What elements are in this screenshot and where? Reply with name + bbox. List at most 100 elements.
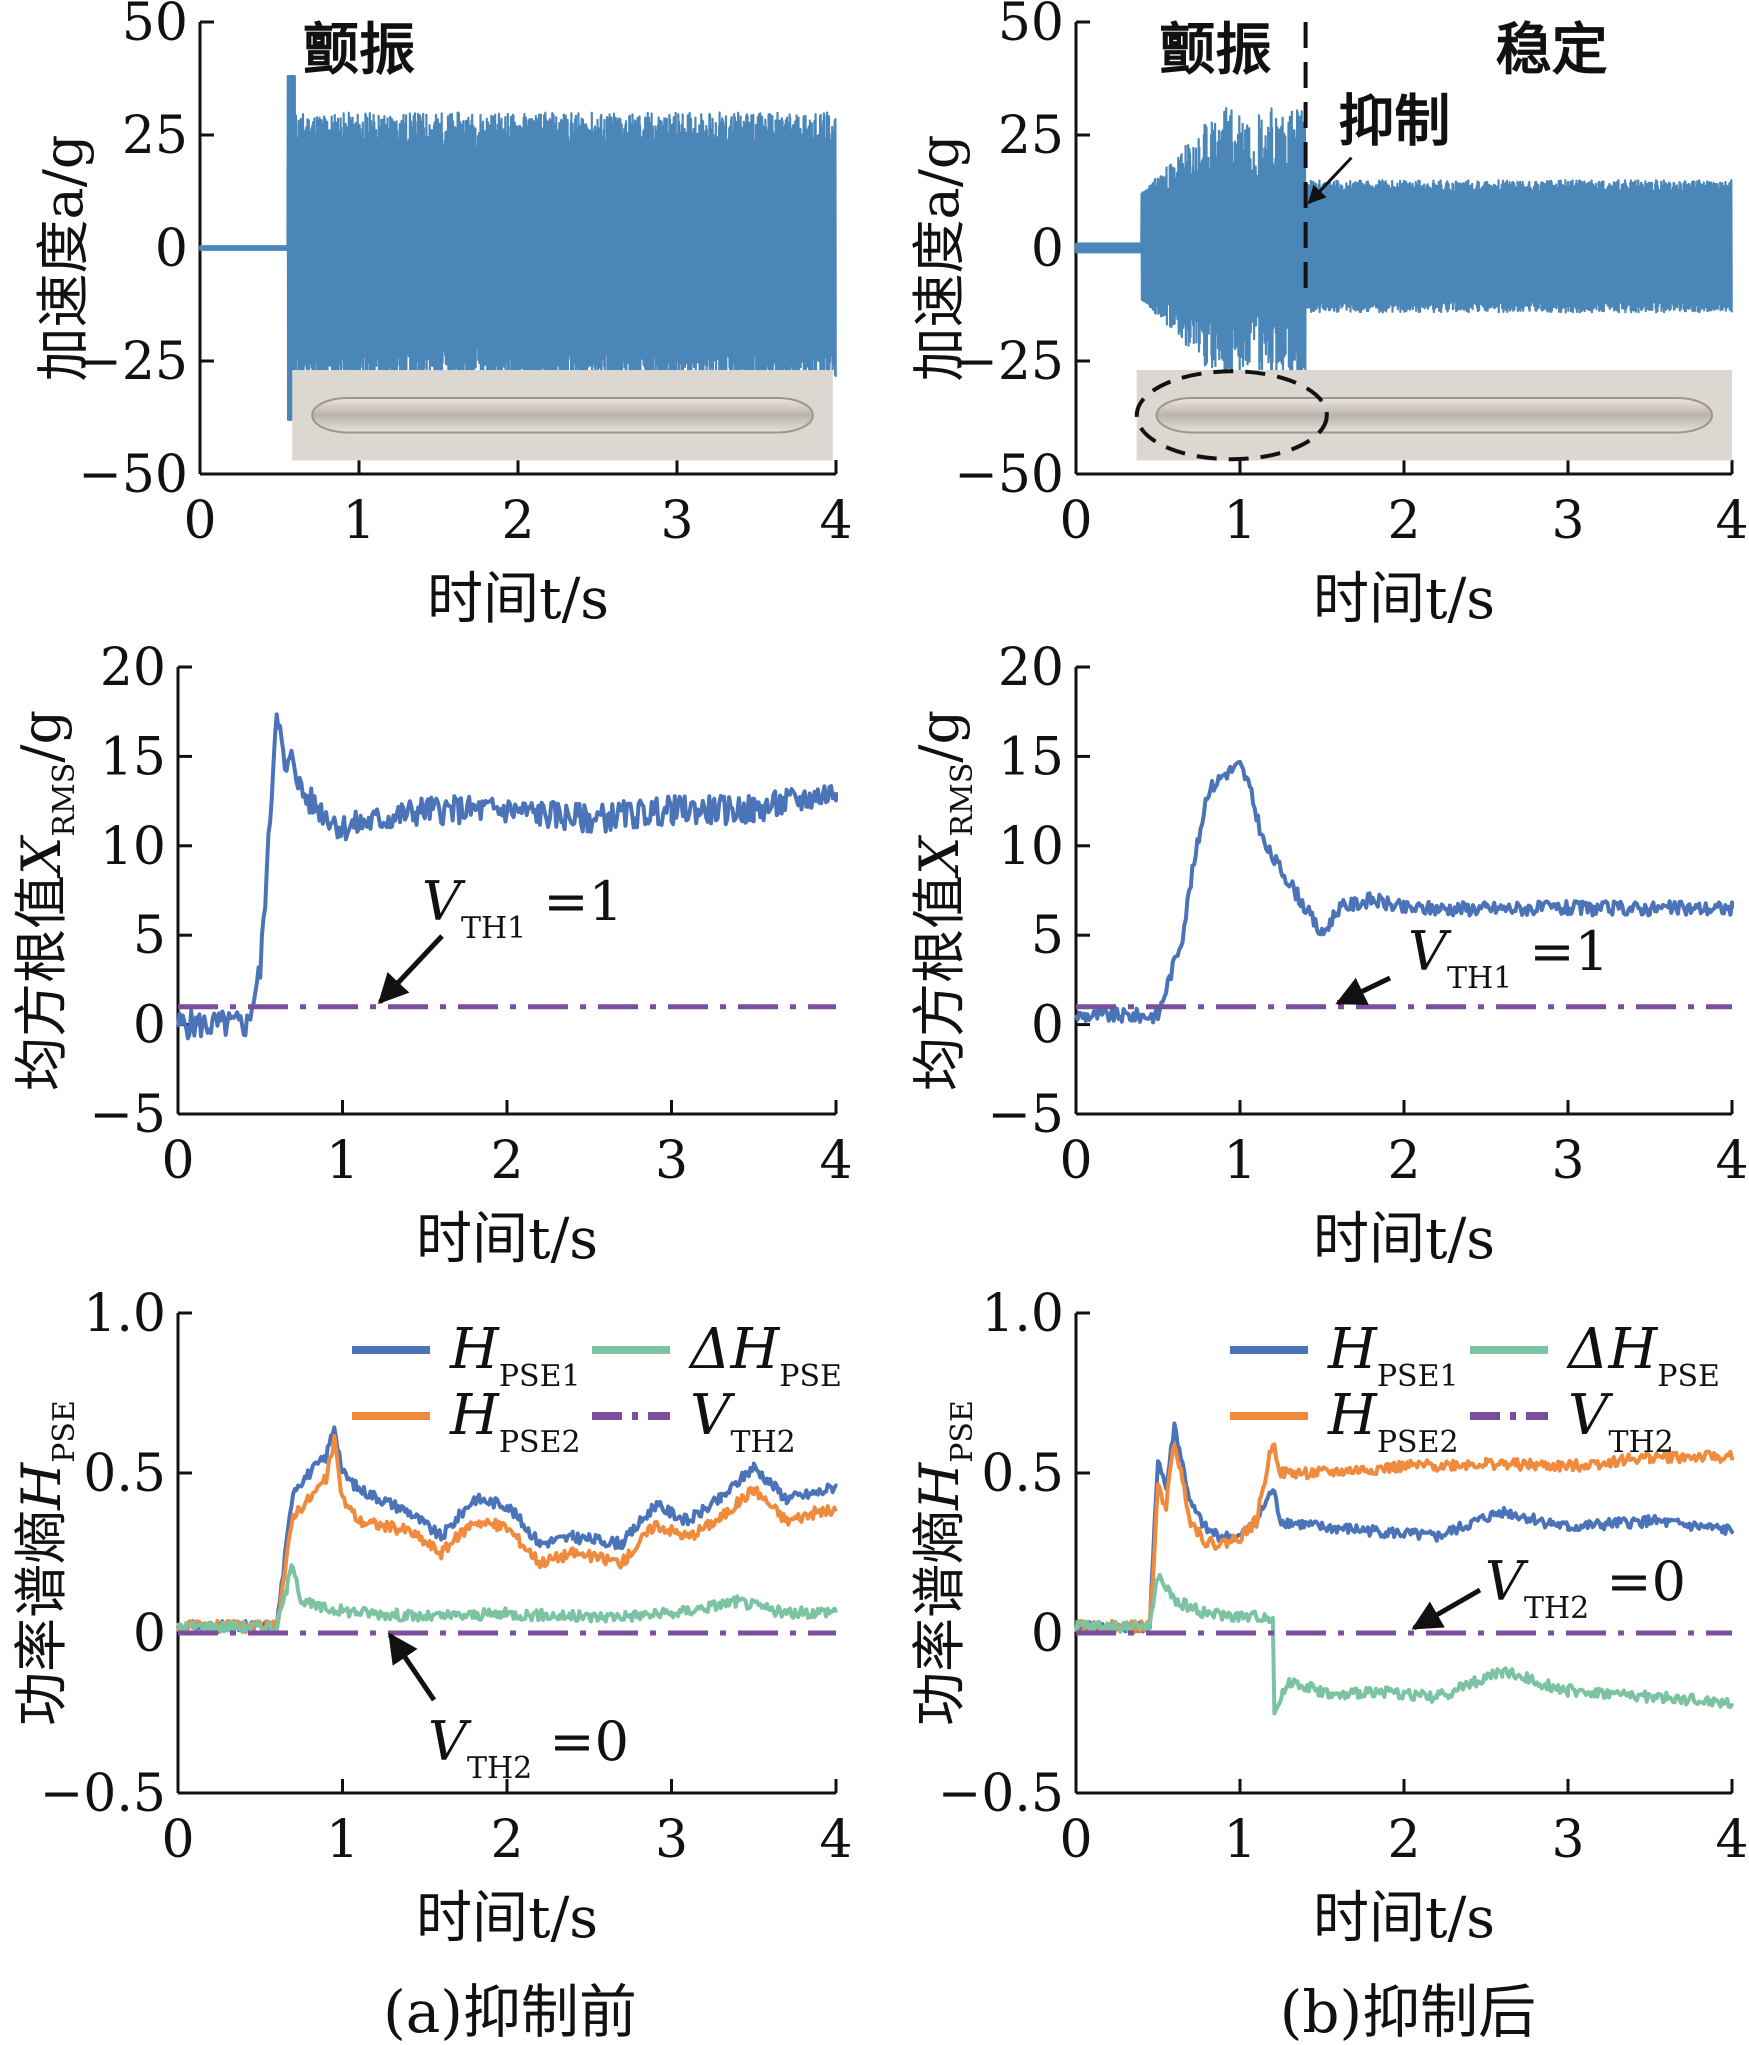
threshold-arrow — [1411, 1587, 1482, 1631]
y-tick-label: 5 — [133, 906, 166, 966]
y-axis-label: 功率谱熵HPSE — [908, 1400, 980, 1726]
threshold-label: VTH2 =0 — [1485, 1550, 1686, 1626]
x-tick-label: 3 — [1551, 1810, 1584, 1870]
annotation-chatter: 颤振 — [1159, 17, 1271, 83]
y-tick-label: 20 — [998, 638, 1064, 698]
x-tick-label: 4 — [1715, 1131, 1748, 1191]
y-tick-label: 5 — [1031, 906, 1064, 966]
y-tick-label: 0.5 — [83, 1444, 166, 1504]
x-axis-label: 时间t/s — [1313, 567, 1495, 632]
chart-a1-acceleration: 0 1 2 3 4 50 25 0 −25 −50 时间t/s 加速度a/g 颤振 — [32, 0, 853, 632]
x-axis-label: 时间t/s — [1313, 1207, 1495, 1272]
y-tick-label: 0 — [133, 1604, 166, 1664]
x-tick-label: 2 — [490, 1131, 523, 1191]
x-tick-label: 2 — [1387, 1131, 1420, 1191]
threshold-label: VTH1 =1 — [1408, 920, 1609, 996]
series-2 — [1074, 1442, 1734, 1635]
machined-slot — [311, 397, 814, 434]
legend-label: HPSE2 — [1327, 1383, 1459, 1460]
x-tick-label: 0 — [161, 1131, 194, 1191]
x-tick-label: 1 — [326, 1131, 359, 1191]
x-tick-label: 4 — [1715, 491, 1748, 551]
legend-label: HPSE1 — [1327, 1317, 1459, 1394]
x-tick-label: 3 — [655, 1810, 688, 1870]
annotation-stable: 稳定 — [1496, 17, 1608, 83]
y-tick-label: −5 — [987, 1085, 1064, 1145]
y-tick-label: −0.5 — [40, 1764, 166, 1824]
chart-b1-acceleration: 0 1 2 3 4 50 25 0 −25 −50 时间t/s 加速度a/g 抑制 颤振 稳定 — [908, 0, 1749, 632]
x-tick-label: 1 — [1223, 1131, 1256, 1191]
y-tick-label: −0.5 — [938, 1764, 1064, 1824]
y-tick-label: 1.0 — [981, 1284, 1064, 1344]
x-tick-label: 4 — [819, 1131, 852, 1191]
y-tick-label: 20 — [100, 638, 166, 698]
threshold-arrow — [1335, 975, 1392, 1006]
y-tick-label: 0 — [133, 996, 166, 1056]
y-tick-label: −25 — [954, 332, 1064, 392]
chatter-mark-circle — [1134, 369, 1329, 462]
y-tick-label: 25 — [122, 106, 188, 166]
x-tick-label: 0 — [1059, 491, 1092, 551]
caption-a: (a)抑制前 — [383, 1978, 637, 2045]
series-1 — [176, 1425, 838, 1634]
x-axis-label: 时间t/s — [1313, 1886, 1495, 1951]
rms-line — [176, 712, 838, 1041]
threshold-label: VTH1 =1 — [422, 870, 623, 946]
x-tick-label: 4 — [1715, 1810, 1748, 1870]
y-tick-label: 0 — [155, 219, 188, 279]
x-tick-label: 4 — [819, 491, 852, 551]
series-1 — [1074, 1421, 1734, 1634]
series-3 — [176, 1563, 838, 1635]
rms-line — [1074, 759, 1734, 1025]
x-tick-label: 3 — [1551, 491, 1584, 551]
y-axis-label: 加速度a/g — [908, 135, 971, 382]
legend: HPSE1 ΔHPSE HPSE2 VTH2 — [1230, 1317, 1720, 1460]
caption-b: (b)抑制后 — [1280, 1978, 1536, 2045]
legend: HPSE1 ΔHPSE HPSE2 VTH2 — [352, 1317, 842, 1460]
series-3 — [1074, 1572, 1734, 1716]
legend-label: HPSE1 — [449, 1317, 581, 1394]
x-tick-label: 1 — [1223, 491, 1256, 551]
x-axis-label: 时间t/s — [416, 1886, 598, 1951]
y-tick-label: 10 — [100, 817, 166, 877]
y-tick-label: −50 — [78, 445, 188, 505]
y-tick-label: −5 — [89, 1085, 166, 1145]
threshold-label: VTH2 =0 — [428, 1710, 629, 1786]
y-axis-label: 均方根值XRMS/g — [10, 710, 82, 1091]
x-tick-label: 3 — [1551, 1131, 1584, 1191]
y-tick-label: 0 — [1031, 219, 1064, 279]
y-axis-label: 功率谱熵HPSE — [10, 1400, 82, 1726]
y-axis-label: 均方根值XRMS/g — [908, 710, 980, 1091]
x-tick-label: 2 — [1387, 491, 1420, 551]
y-axis-label: 加速度a/g — [32, 135, 95, 382]
y-tick-label: −25 — [78, 332, 188, 392]
y-tick-label: 50 — [122, 0, 188, 53]
x-axis-label: 时间t/s — [427, 567, 609, 632]
x-tick-label: 0 — [161, 1810, 194, 1870]
x-tick-label: 2 — [1387, 1810, 1420, 1870]
acceleration-signal — [1074, 106, 1733, 383]
x-tick-label: 1 — [1223, 1810, 1256, 1870]
legend-label: VTH2 — [690, 1383, 796, 1460]
x-tick-label: 0 — [183, 491, 216, 551]
y-tick-label: 0 — [1031, 996, 1064, 1056]
y-tick-label: 50 — [998, 0, 1064, 53]
x-tick-label: 3 — [655, 1131, 688, 1191]
y-tick-label: 0.5 — [981, 1444, 1064, 1504]
legend-label: ΔHPSE — [1566, 1317, 1720, 1394]
x-axis-label: 时间t/s — [416, 1207, 598, 1272]
y-tick-label: 15 — [998, 727, 1064, 787]
y-tick-label: 10 — [998, 817, 1064, 877]
x-tick-label: 1 — [326, 1810, 359, 1870]
y-tick-label: 15 — [100, 727, 166, 787]
legend-label: HPSE2 — [449, 1383, 581, 1460]
y-tick-label: 25 — [998, 106, 1064, 166]
x-tick-label: 2 — [490, 1810, 523, 1870]
x-tick-label: 2 — [501, 491, 534, 551]
series-2 — [176, 1433, 838, 1635]
